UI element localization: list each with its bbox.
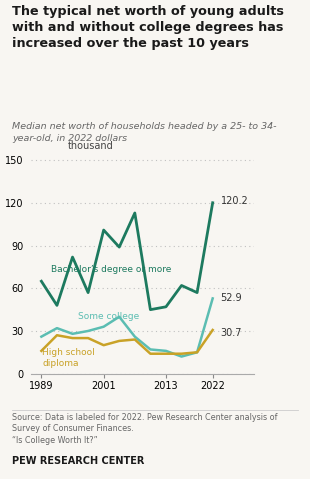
Text: Some college: Some college [78,312,139,321]
Text: PEW RESEARCH CENTER: PEW RESEARCH CENTER [12,456,145,466]
Text: High school
diploma: High school diploma [42,348,95,368]
Text: The typical net worth of young adults
with and without college degrees has
incre: The typical net worth of young adults wi… [12,5,284,50]
Text: Median net worth of households headed by a 25- to 34-
year-old, in 2022 dollars: Median net worth of households headed by… [12,122,277,143]
Text: 30.7: 30.7 [220,328,242,338]
Text: thousand: thousand [68,141,114,151]
Text: Bachelor’s degree or more: Bachelor’s degree or more [51,265,172,274]
Text: 120.2: 120.2 [220,196,248,206]
Text: Source: Data is labeled for 2022. Pew Research Center analysis of
Survey of Cons: Source: Data is labeled for 2022. Pew Re… [12,413,278,445]
Text: 52.9: 52.9 [220,294,242,303]
